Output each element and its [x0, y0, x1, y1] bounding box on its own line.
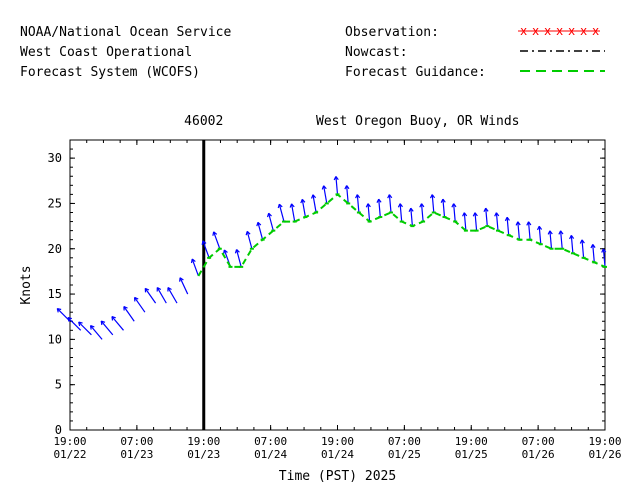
svg-text:01/22: 01/22 — [53, 448, 86, 461]
svg-text:25: 25 — [48, 196, 62, 210]
svg-text:01/23: 01/23 — [187, 448, 220, 461]
svg-text:West Oregon Buoy, OR Winds: West Oregon Buoy, OR Winds — [316, 114, 520, 129]
svg-text:20: 20 — [48, 242, 62, 256]
svg-text:01/26: 01/26 — [588, 448, 621, 461]
svg-text:01/26: 01/26 — [522, 448, 555, 461]
svg-text:19:00: 19:00 — [588, 435, 621, 448]
svg-text:15: 15 — [48, 287, 62, 301]
chart-container: NOAA/National Ocean Service West Coast O… — [0, 0, 630, 500]
svg-text:46002: 46002 — [184, 114, 223, 129]
svg-text:07:00: 07:00 — [254, 435, 287, 448]
svg-text:07:00: 07:00 — [388, 435, 421, 448]
svg-text:Time (PST) 2025: Time (PST) 2025 — [279, 469, 396, 484]
svg-text:5: 5 — [55, 378, 62, 392]
svg-text:19:00: 19:00 — [53, 435, 86, 448]
svg-text:07:00: 07:00 — [522, 435, 555, 448]
svg-text:01/23: 01/23 — [120, 448, 153, 461]
svg-text:Knots: Knots — [19, 265, 34, 304]
svg-text:30: 30 — [48, 151, 62, 165]
svg-text:19:00: 19:00 — [455, 435, 488, 448]
svg-text:01/25: 01/25 — [388, 448, 421, 461]
svg-text:01/25: 01/25 — [455, 448, 488, 461]
svg-text:01/24: 01/24 — [321, 448, 354, 461]
svg-text:10: 10 — [48, 332, 62, 346]
chart-svg: xxxxxxx 05101520253019:0001/2207:0001/23… — [0, 0, 630, 500]
svg-text:19:00: 19:00 — [321, 435, 354, 448]
svg-text:01/24: 01/24 — [254, 448, 287, 461]
svg-text:07:00: 07:00 — [120, 435, 153, 448]
svg-text:19:00: 19:00 — [187, 435, 220, 448]
